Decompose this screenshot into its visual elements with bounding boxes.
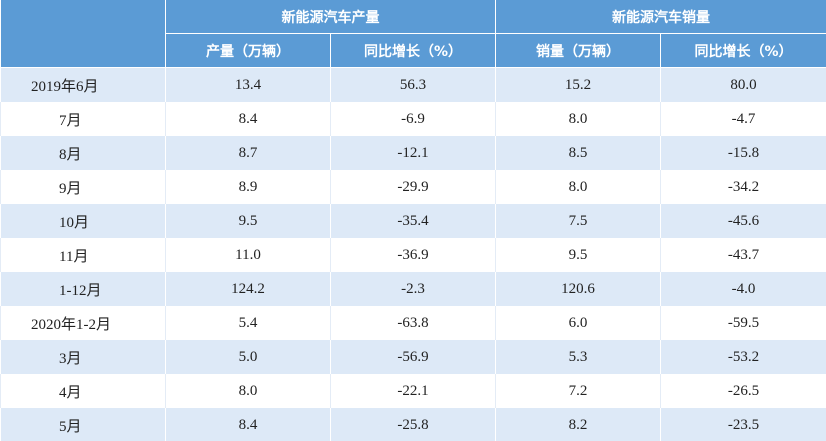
cell: -6.9 bbox=[330, 102, 496, 136]
table-row: 7月 8.4 -6.9 8.0 -4.7 bbox=[0, 102, 826, 136]
row-label: 2019年6月 bbox=[0, 67, 166, 102]
cell: 9.5 bbox=[165, 204, 331, 238]
header-group-row: 新能源汽车产量 新能源汽车销量 bbox=[0, 0, 826, 68]
row-label: 1-12月 bbox=[0, 272, 166, 306]
cell: -4.7 bbox=[660, 102, 826, 136]
cell: 5.4 bbox=[165, 306, 331, 340]
row-label: 8月 bbox=[0, 136, 166, 170]
cell: -2.3 bbox=[330, 272, 496, 306]
cell: 8.9 bbox=[165, 170, 331, 204]
cell: 80.0 bbox=[660, 67, 826, 102]
cell: -22.1 bbox=[330, 374, 496, 408]
cell: -34.2 bbox=[660, 170, 826, 204]
cell: -56.9 bbox=[330, 340, 496, 374]
row-label: 7月 bbox=[0, 102, 166, 136]
row-label: 3月 bbox=[0, 340, 166, 374]
row-label: 9月 bbox=[0, 170, 166, 204]
cell: -35.4 bbox=[330, 204, 496, 238]
cell: -15.8 bbox=[660, 136, 826, 170]
cell: -43.7 bbox=[660, 238, 826, 272]
cell: 11.0 bbox=[165, 238, 331, 272]
cell: 7.5 bbox=[495, 204, 661, 238]
cell: -4.0 bbox=[660, 272, 826, 306]
cell: 56.3 bbox=[330, 67, 496, 102]
cell: 8.7 bbox=[165, 136, 331, 170]
row-label: 4月 bbox=[0, 374, 166, 408]
column-header: 产量（万辆） bbox=[165, 33, 331, 68]
cell: 5.3 bbox=[495, 340, 661, 374]
cell: 5.0 bbox=[165, 340, 331, 374]
cell: -23.5 bbox=[660, 408, 826, 441]
table-body: 2019年6月 13.4 56.3 15.2 80.0 7月 8.4 -6.9 8.0 -4.7 8… bbox=[0, 67, 826, 441]
corner-cell bbox=[0, 0, 166, 68]
table-row: 3月 5.0 -56.9 5.3 -53.2 bbox=[0, 340, 826, 374]
cell: 8.0 bbox=[495, 170, 661, 204]
cell: 120.6 bbox=[495, 272, 661, 306]
table-row: 10月 9.5 -35.4 7.5 -45.6 bbox=[0, 204, 826, 238]
cell: 7.2 bbox=[495, 374, 661, 408]
table-row: 2020年1-2月 5.4 -63.8 6.0 -59.5 bbox=[0, 306, 826, 340]
cell: 124.2 bbox=[165, 272, 331, 306]
cell: 8.2 bbox=[495, 408, 661, 441]
cell: 6.0 bbox=[495, 306, 661, 340]
row-label: 5月 bbox=[0, 408, 166, 441]
cell: 9.5 bbox=[495, 238, 661, 272]
cell: 8.5 bbox=[495, 136, 661, 170]
table-header: 新能源汽车产量 新能源汽车销量 产量（万辆） 同比增长（%） 销量（万辆） 同比… bbox=[0, 0, 826, 68]
table-row: 11月 11.0 -36.9 9.5 -43.7 bbox=[0, 238, 826, 272]
cell: -53.2 bbox=[660, 340, 826, 374]
table-row: 2019年6月 13.4 56.3 15.2 80.0 bbox=[0, 67, 826, 102]
table-row: 8月 8.7 -12.1 8.5 -15.8 bbox=[0, 136, 826, 170]
row-label: 10月 bbox=[0, 204, 166, 238]
cell: -12.1 bbox=[330, 136, 496, 170]
table-row: 4月 8.0 -22.1 7.2 -26.5 bbox=[0, 374, 826, 408]
cell: 15.2 bbox=[495, 67, 661, 102]
table-row: 1-12月 124.2 -2.3 120.6 -4.0 bbox=[0, 272, 826, 306]
row-label: 2020年1-2月 bbox=[0, 306, 166, 340]
cell: -63.8 bbox=[330, 306, 496, 340]
column-header: 同比增长（%） bbox=[330, 33, 496, 68]
cell: -25.8 bbox=[330, 408, 496, 441]
cell: 8.4 bbox=[165, 102, 331, 136]
column-header: 销量（万辆） bbox=[495, 33, 661, 68]
cell: 8.4 bbox=[165, 408, 331, 441]
cell: -26.5 bbox=[660, 374, 826, 408]
cell: -45.6 bbox=[660, 204, 826, 238]
table-row: 5月 8.4 -25.8 8.2 -23.5 bbox=[0, 408, 826, 441]
cell: 8.0 bbox=[165, 374, 331, 408]
cell: 8.0 bbox=[495, 102, 661, 136]
column-header: 同比增长（%） bbox=[660, 33, 826, 68]
cell: -59.5 bbox=[660, 306, 826, 340]
group-header: 新能源汽车销量 bbox=[495, 0, 826, 34]
table-row: 9月 8.9 -29.9 8.0 -34.2 bbox=[0, 170, 826, 204]
group-header: 新能源汽车产量 bbox=[165, 0, 496, 34]
cell: -36.9 bbox=[330, 238, 496, 272]
cell: -29.9 bbox=[330, 170, 496, 204]
cell: 13.4 bbox=[165, 67, 331, 102]
header-column-row: 产量（万辆） 同比增长（%） 销量（万辆） 同比增长（%） bbox=[1, 33, 826, 68]
row-label: 11月 bbox=[0, 238, 166, 272]
